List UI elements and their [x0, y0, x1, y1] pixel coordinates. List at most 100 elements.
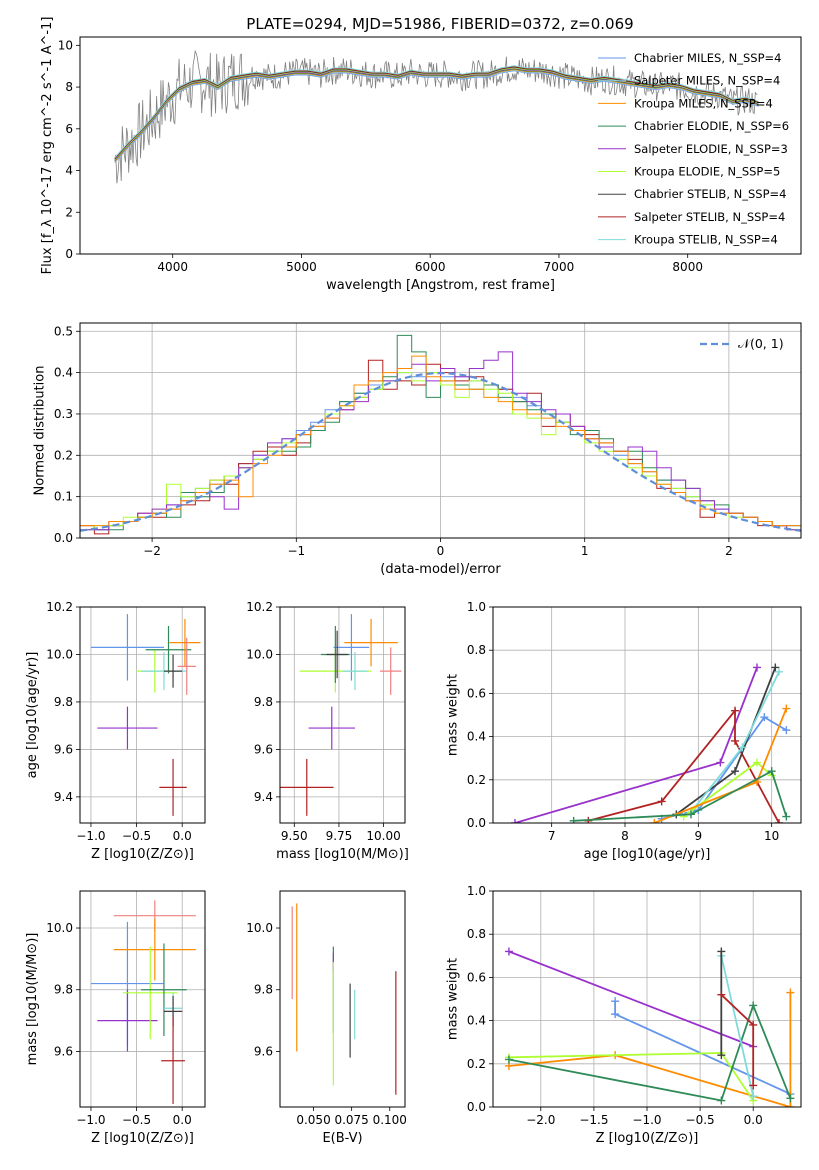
age-vs-z-y-tick-label: 10.0 [46, 647, 73, 661]
age-vs-z-axes: −1.0 −0.5 0.0 9.4 9.6 9.8 10.0 10.2 Z [log10(Z/Z… [25, 600, 206, 862]
spectrum-y-axis-label: Flux [f_λ 10^-17 erg cm^-2 s^-1 A^-1] [40, 17, 55, 275]
mass-weight-vs-z-x-axis-label: Z [log10(Z/Z⊙)] [596, 1131, 699, 1146]
data-point [504, 947, 513, 956]
age-vs-z-x-tick-label: −0.5 [122, 829, 151, 843]
data-point [650, 819, 659, 823]
data-point [611, 997, 620, 1006]
data-point [771, 663, 780, 672]
mass-weight-vs-age-y-tick-label: 0.6 [467, 686, 486, 700]
spectrum-x-tick-label: 6000 [415, 260, 446, 274]
data-point [717, 990, 726, 999]
mass-vs-ebv-frame [279, 890, 406, 1108]
spectrum-axes: 4000 5000 6000 7000 8000 0 2 4 6 8 10 wavelength [A… [40, 17, 802, 293]
model-spectrum-line [114, 69, 759, 162]
spectrum-plot-area [114, 49, 759, 184]
mass-weight-vs-age-y-tick-label: 0.0 [467, 816, 486, 830]
residuals-y-tick-label: 0.3 [54, 407, 73, 421]
data-point [749, 1020, 758, 1029]
mass-vs-z-frame [79, 890, 206, 1108]
residuals-y-axis-label: Normed distribution [33, 366, 48, 496]
mass-vs-ebv-x-axis-label: E(B-V) [322, 1131, 362, 1146]
mass-weight-vs-z-y-tick-label: 0.6 [467, 970, 486, 984]
age-vs-mass-y-tick-label: 9.8 [254, 695, 273, 709]
mass-weight-line [508, 950, 754, 1048]
residuals-y-tick-label: 0.1 [54, 490, 73, 504]
mass-vs-ebv-x-tick-label: 0.050 [296, 1113, 330, 1127]
age-vs-mass-frame [279, 606, 406, 824]
legend-label: Kroupa STELIB, N_SSP=4 [634, 233, 778, 247]
data-point [767, 767, 776, 776]
mass-vs-z-x-tick-label: −1.0 [76, 1113, 105, 1127]
data-point [569, 816, 578, 823]
spectrum-x-tick-label: 8000 [672, 260, 703, 274]
residual-histogram [80, 359, 801, 535]
age-vs-z-plot-area [90, 614, 201, 816]
mass-vs-z-x-tick-label: −0.5 [122, 1113, 151, 1127]
data-point [717, 947, 726, 956]
age-vs-mass-y-tick-label: 10.0 [246, 647, 273, 661]
data-point [753, 663, 761, 672]
mass-weight-vs-age-x-tick-label: 8 [621, 829, 629, 843]
mass-weight-vs-age-x-tick-label: 7 [548, 829, 556, 843]
data-point [738, 743, 747, 752]
mass-weight-vs-z-y-axis-label: mass weight [446, 958, 461, 1040]
data-point [717, 1096, 726, 1105]
gaussian-curve [80, 371, 801, 532]
data-point [657, 797, 666, 806]
age-vs-z-y-tick-label: 10.2 [46, 600, 73, 614]
mass-weight-vs-z-x-tick-label: −1.0 [632, 1113, 661, 1127]
data-point [749, 1092, 758, 1101]
legend-label: Salpeter STELIB, N_SSP=4 [634, 210, 785, 224]
spectrum-y-tick-label: 0 [65, 247, 73, 261]
model-spectrum-line [114, 66, 759, 160]
mass-weight-vs-age-y-tick-label: 1.0 [467, 600, 486, 614]
model-spectrum-line [114, 70, 759, 163]
mass-vs-ebv-y-tick-label: 9.6 [254, 1044, 273, 1058]
mass-weight-vs-age-x-tick-label: 10 [764, 829, 779, 843]
mass-weight-vs-age-x-axis-label: age [log10(age/yr)] [584, 847, 711, 862]
legend-label: Salpeter MILES, N_SSP=4 [634, 74, 780, 88]
data-point [786, 988, 795, 997]
mass-vs-z-y-tick-label: 10.0 [46, 921, 73, 935]
mass-weight-vs-z-y-tick-label: 0.0 [467, 1100, 486, 1114]
data-point [749, 1001, 758, 1010]
mass-weight-vs-z-y-tick-label: 0.4 [467, 1014, 486, 1028]
age-vs-mass-y-tick-label: 9.4 [254, 790, 273, 804]
mass-vs-z-x-axis-label: Z [log10(Z/Z⊙)] [91, 1131, 194, 1146]
spectrum-x-axis-label: wavelength [Angstrom, rest frame] [326, 278, 555, 293]
mass-weight-line [614, 1001, 791, 1095]
age-vs-z-y-axis-label: age [log10(age/yr)] [25, 652, 40, 779]
data-point [679, 812, 688, 821]
mass-vs-ebv-y-tick-label: 10.0 [246, 921, 273, 935]
legend-label: Chabrier ELODIE, N_SSP=6 [634, 119, 789, 133]
mass-weight-vs-age-y-axis-label: mass weight [446, 674, 461, 756]
model-spectrum-line [114, 67, 759, 160]
residuals-y-tick-label: 0.5 [54, 324, 73, 338]
data-point [749, 1081, 758, 1090]
residual-histogram [80, 355, 801, 527]
spectrum-y-tick-label: 8 [65, 80, 73, 94]
age-vs-z-x-tick-label: 0.0 [173, 829, 192, 843]
age-vs-mass-x-axis-label: mass [log10(M/M⊙)] [276, 847, 409, 862]
spectrum-x-tick-label: 5000 [286, 260, 317, 274]
data-point [775, 667, 783, 676]
residuals-plot-area [80, 334, 801, 535]
age-vs-z-frame [79, 606, 206, 824]
age-vs-z-x-axis-label: Z [log10(Z/Z⊙)] [91, 847, 194, 862]
age-vs-z-y-tick-label: 9.6 [54, 742, 73, 756]
mass-vs-ebv-axes: 0.050 0.075 0.100 9.6 9.8 10.0 E(B-V) [246, 890, 407, 1146]
mass-vs-z-plot-area [90, 900, 196, 1104]
age-vs-mass-x-tick-label: 9.50 [281, 829, 308, 843]
mass-vs-z-y-tick-label: 9.6 [54, 1044, 73, 1058]
data-point [717, 1051, 726, 1060]
spectrum-y-tick-label: 4 [65, 164, 73, 178]
mass-vs-z-x-tick-label: 0.0 [173, 1113, 192, 1127]
data-point [731, 767, 739, 776]
data-point [775, 819, 783, 823]
data-point [782, 812, 791, 821]
mass-weight-vs-age-axes: 7 8 9 10 0.0 0.2 0.4 0.6 0.8 1.0 age [log10(age/yr… [446, 600, 802, 862]
mass-weight-line [508, 1002, 792, 1102]
mass-weight-line [683, 761, 773, 818]
residuals-frame [79, 322, 802, 539]
residuals-x-tick-label: −1 [287, 544, 305, 558]
